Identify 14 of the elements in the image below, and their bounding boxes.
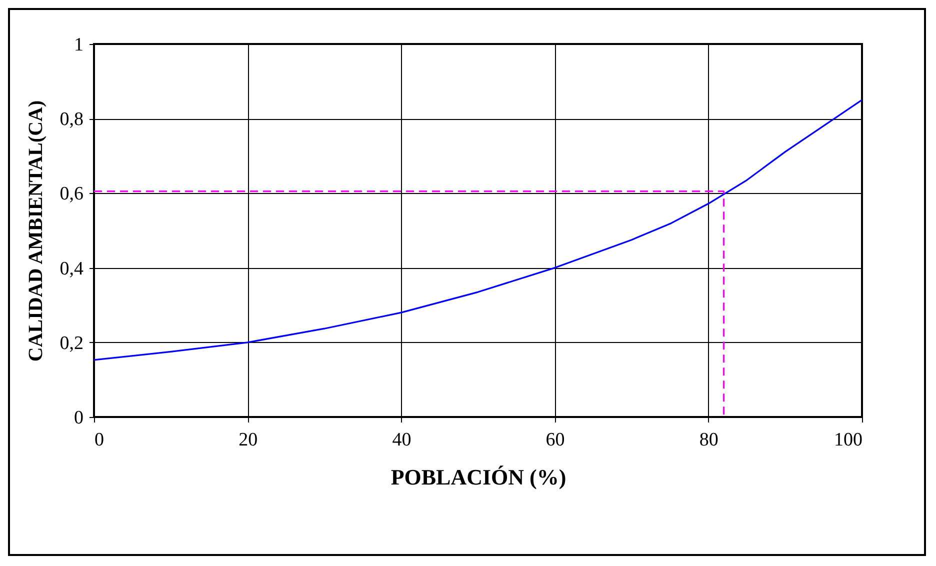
x-tick-label: 100 (834, 430, 862, 450)
x-tick-label: 0 (94, 430, 104, 450)
x-tick-label: 80 (699, 430, 718, 450)
y-tick-label: 1 (74, 34, 84, 56)
y-tick-label: 0,4 (60, 258, 84, 280)
x-tick-label: 20 (238, 430, 258, 450)
y-tick-label: 0,2 (60, 332, 84, 354)
y-tick-label: 0 (74, 408, 84, 428)
x-tick-label: 40 (392, 430, 412, 450)
y-axis-title: CALIDAD AMBIENTAL(CA) (24, 100, 47, 362)
y-tick-label: 0,8 (60, 109, 84, 130)
x-tick-label: 60 (546, 430, 565, 450)
x-axis-title: POBLACIÓN (%) (390, 464, 566, 490)
y-tick-label: 0,6 (60, 184, 84, 205)
